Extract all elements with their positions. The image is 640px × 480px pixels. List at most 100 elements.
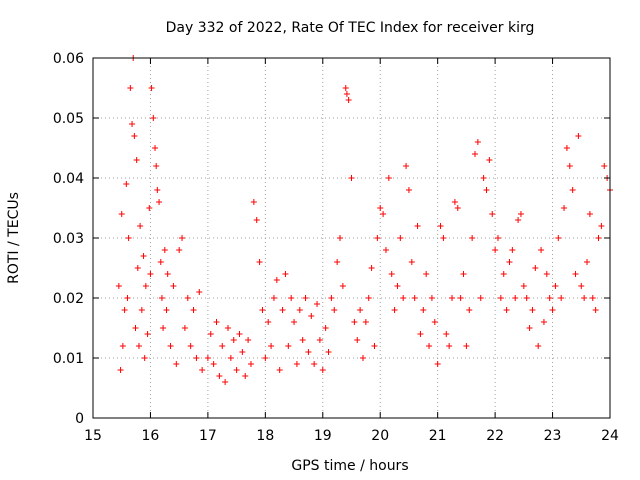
data-point — [305, 349, 312, 355]
data-point — [119, 343, 126, 349]
data-point — [213, 319, 220, 325]
data-point — [142, 283, 149, 289]
data-point — [572, 271, 579, 277]
x-tick-label: 24 — [601, 428, 619, 444]
data-point — [472, 151, 479, 157]
data-point — [520, 283, 527, 289]
data-point — [578, 283, 585, 289]
data-point — [153, 163, 160, 169]
data-point — [311, 361, 318, 367]
data-point — [497, 295, 504, 301]
data-point — [161, 247, 168, 253]
data-point — [589, 295, 596, 301]
data-point — [299, 337, 306, 343]
data-point — [170, 283, 177, 289]
data-point — [546, 295, 553, 301]
data-point — [601, 163, 608, 169]
data-point — [245, 337, 252, 343]
data-point — [440, 235, 447, 241]
data-point — [408, 259, 415, 265]
data-point — [137, 223, 144, 229]
data-point — [342, 85, 349, 91]
data-point — [555, 235, 562, 241]
data-point — [216, 373, 223, 379]
data-point — [385, 175, 392, 181]
data-point — [236, 331, 243, 337]
chart-title: Day 332 of 2022, Rate Of TEC Index for r… — [166, 20, 535, 36]
data-point — [156, 199, 163, 205]
data-point — [150, 115, 157, 121]
data-point — [196, 289, 203, 295]
data-point — [250, 199, 257, 205]
data-point — [184, 295, 191, 301]
data-point — [219, 343, 226, 349]
data-point — [319, 367, 326, 373]
data-point — [314, 301, 321, 307]
data-point — [152, 145, 159, 151]
data-point — [339, 283, 346, 289]
data-point — [391, 307, 398, 313]
data-point — [141, 355, 148, 361]
data-point — [359, 355, 366, 361]
data-point — [431, 319, 438, 325]
data-point — [543, 271, 550, 277]
data-point — [144, 331, 151, 337]
data-point — [179, 235, 186, 241]
data-point — [207, 331, 214, 337]
data-point — [227, 355, 234, 361]
data-point — [343, 91, 350, 97]
data-point — [230, 337, 237, 343]
data-point — [426, 343, 433, 349]
data-point — [173, 361, 180, 367]
data-point — [457, 295, 464, 301]
data-point — [443, 331, 450, 337]
data-point — [595, 235, 602, 241]
data-point — [123, 181, 130, 187]
data-point — [331, 307, 338, 313]
data-point — [581, 295, 588, 301]
data-point — [526, 325, 533, 331]
x-tick-label: 18 — [256, 428, 274, 444]
data-point — [428, 295, 435, 301]
data-point — [549, 307, 556, 313]
y-tick-label: 0.06 — [53, 51, 84, 67]
data-point — [129, 121, 136, 127]
x-tick-label: 22 — [486, 428, 504, 444]
data-point — [118, 211, 125, 217]
y-tick-label: 0.04 — [53, 171, 84, 187]
data-point — [515, 217, 522, 223]
data-point — [394, 283, 401, 289]
data-point — [270, 295, 277, 301]
data-point — [190, 307, 197, 313]
data-point — [279, 307, 286, 313]
data-point — [131, 133, 138, 139]
data-point — [403, 163, 410, 169]
data-point — [423, 271, 430, 277]
data-point — [147, 271, 154, 277]
data-point — [451, 199, 458, 205]
data-point — [276, 367, 283, 373]
data-point — [348, 175, 355, 181]
data-point — [138, 307, 145, 313]
data-point — [397, 235, 404, 241]
data-point — [463, 343, 470, 349]
data-point — [134, 265, 141, 271]
data-point — [115, 283, 122, 289]
data-point — [140, 253, 147, 259]
data-point — [538, 247, 545, 253]
data-point — [337, 235, 344, 241]
data-point — [469, 235, 476, 241]
data-point — [460, 271, 467, 277]
data-point — [296, 307, 303, 313]
data-point — [454, 205, 461, 211]
data-point — [532, 265, 539, 271]
data-point — [494, 235, 501, 241]
data-point — [380, 211, 387, 217]
data-point — [224, 325, 231, 331]
data-point — [480, 175, 487, 181]
data-point — [262, 355, 269, 361]
data-point — [322, 325, 329, 331]
data-point — [420, 307, 427, 313]
data-point — [291, 319, 298, 325]
data-point — [368, 265, 375, 271]
